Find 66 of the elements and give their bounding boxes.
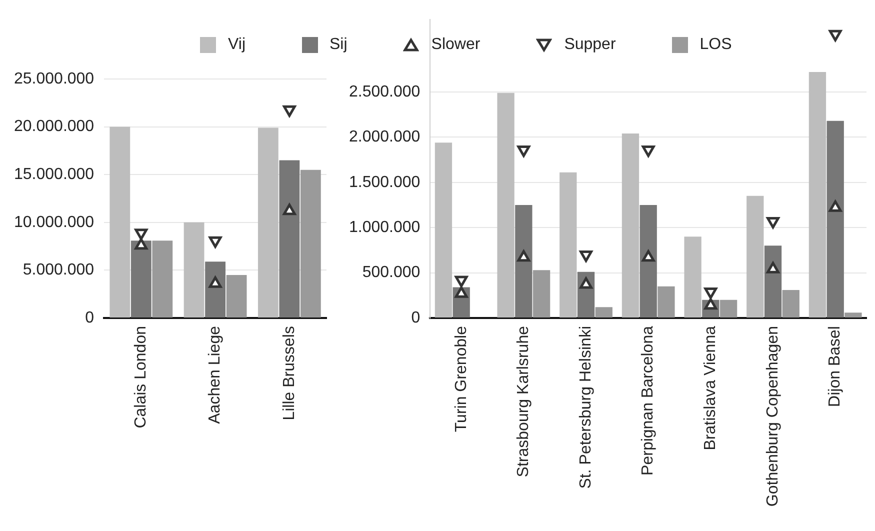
x-tick-label: Bratislava Vienna [702, 326, 720, 450]
bar [434, 142, 452, 318]
x-tick-label: Turin Grenoble [452, 326, 470, 432]
bar [279, 160, 300, 318]
point [828, 30, 842, 42]
y-tick-label: 25.000.000 [14, 70, 94, 88]
point [208, 276, 222, 288]
point [580, 277, 592, 289]
point [642, 146, 655, 158]
y-tick-label: 500.000 [362, 264, 420, 282]
bar [152, 240, 173, 318]
point [282, 105, 296, 117]
x-tick-label: Calais London [132, 326, 150, 428]
point [642, 250, 655, 262]
y-tick-label: 5.000.000 [22, 262, 94, 279]
bar [130, 240, 152, 318]
bar [595, 307, 612, 318]
x-tick-label: Perpignan Barcelona [640, 326, 657, 476]
point [517, 250, 530, 262]
legend-label: Sij [330, 36, 348, 54]
y-tick-label: 1.000.000 [348, 218, 420, 236]
y-tick-label: 2.500.000 [348, 83, 420, 100]
legend-label: Supper [564, 36, 616, 54]
point [282, 204, 296, 216]
bar [226, 274, 247, 318]
bar [184, 222, 204, 318]
point [134, 238, 148, 250]
bar [746, 196, 764, 318]
point [454, 286, 468, 298]
bar [622, 134, 640, 318]
point [766, 262, 780, 274]
x-tick-label: Lille Brussels [280, 326, 298, 420]
bar [826, 120, 844, 318]
y-tick-label: 1.500.000 [348, 174, 420, 191]
bar [560, 172, 577, 318]
legend-label: Vij [228, 36, 246, 54]
bar [300, 170, 321, 318]
y-tick-label: 15.000.000 [14, 166, 94, 184]
bar [720, 300, 738, 318]
bar [844, 312, 862, 318]
bar [684, 236, 702, 318]
point [828, 200, 842, 212]
bar [782, 290, 800, 318]
bar [808, 72, 826, 318]
y-tick-label: 0 [85, 309, 94, 326]
y-tick-label: 20.000.000 [14, 118, 94, 136]
bar [658, 286, 675, 318]
bar [515, 204, 532, 318]
y-tick-label: 0 [411, 309, 420, 326]
legend-label: Slower [431, 36, 480, 54]
y-tick-label: 10.000.000 [14, 214, 94, 231]
bar [532, 270, 550, 318]
bar [640, 204, 657, 318]
bar [205, 262, 226, 318]
point [517, 146, 530, 158]
x-tick-label: Dijon Basel [826, 326, 844, 407]
x-tick-label: Aachen Liege [206, 326, 224, 424]
bar [764, 246, 782, 318]
x-tick-label: St. Petersburg Helsinki [577, 326, 594, 489]
x-tick-label: Gothenburg Copenhagen [764, 326, 782, 507]
bar [258, 128, 278, 318]
x-tick-label: Strasbourg Karlsruhe [515, 326, 532, 478]
bar [497, 92, 514, 318]
legend-label: LOS [700, 36, 732, 54]
y-tick-label: 2.000.000 [348, 128, 420, 146]
bar [110, 126, 130, 318]
